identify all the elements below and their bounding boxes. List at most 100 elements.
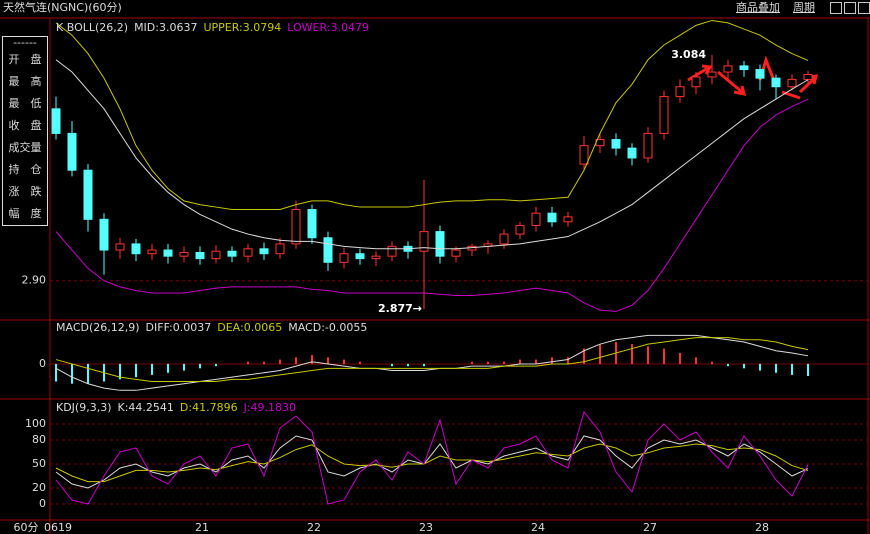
candle-body	[243, 248, 253, 257]
menu-item[interactable]: 商品叠加	[736, 1, 780, 14]
candle-body	[275, 243, 285, 255]
candle-body	[67, 132, 77, 171]
chart: 60分 2.90 3.084 2.877→ K BOLL(26,2) MID:3.063…	[0, 17, 870, 534]
window-button[interactable]	[844, 2, 856, 14]
candle-body	[643, 132, 653, 159]
candle-body	[387, 245, 397, 257]
legend-entry: LOWER:3.0479	[287, 21, 369, 34]
info-row: 幅 度	[8, 207, 42, 220]
series-line	[55, 19, 809, 211]
candle-body	[451, 249, 461, 257]
candle-body	[259, 248, 269, 255]
info-row: 持 仓	[8, 163, 42, 176]
info-row: 最 低	[8, 97, 42, 110]
candle-body	[531, 212, 541, 226]
x-tick-label: 24	[531, 521, 545, 534]
candle-body	[739, 65, 749, 71]
legend-entry: K BOLL(26,2)	[56, 21, 128, 34]
y-tick-label: 0	[39, 497, 46, 510]
x-tick-label: 23	[419, 521, 433, 534]
candle-body	[675, 86, 685, 98]
legend-entry: DEA:0.0065	[217, 321, 282, 334]
title-bar: 天然气连(NGNC)(60分)	[0, 0, 870, 16]
candle-body	[627, 147, 637, 159]
candle-body	[707, 71, 717, 78]
candle-body	[371, 255, 381, 260]
series-line	[55, 334, 809, 391]
candle-body	[659, 96, 669, 134]
info-row: 收 盘	[8, 119, 42, 132]
info-row: ------	[13, 36, 37, 49]
window-title: 天然气连(NGNC)(60分)	[3, 1, 122, 14]
candle-body	[339, 253, 349, 263]
candle-body	[211, 250, 221, 260]
candle-body	[755, 69, 765, 79]
legend-entry: K:44.2541	[118, 401, 174, 414]
candle-body	[115, 243, 125, 251]
legend-entry: DIFF:0.0037	[146, 321, 212, 334]
window-button[interactable]	[830, 2, 842, 14]
y-tick-label: 80	[32, 433, 46, 446]
candle-body	[611, 139, 621, 149]
legend-entry: MID:3.0637	[134, 21, 197, 34]
series-line	[55, 443, 809, 483]
y-tick-label: 0	[39, 357, 46, 370]
x-tick-label: 27	[643, 521, 657, 534]
candle-body	[787, 78, 797, 88]
candle-body	[723, 65, 733, 73]
candle-body	[195, 251, 205, 260]
candle-body	[771, 77, 781, 88]
candle-body	[51, 108, 61, 134]
period-label: 60分	[14, 521, 39, 534]
x-tick-label: 22	[307, 521, 321, 534]
series-line	[55, 337, 809, 383]
info-panel: ------ 开 盘最 高最 低收 盘成交量持 仓涨 跌幅 度	[2, 36, 48, 226]
candle-body	[419, 231, 429, 252]
candle-body	[291, 209, 301, 245]
legend-entry: MACD:-0.0055	[288, 321, 367, 334]
legend-entry: UPPER:3.0794	[203, 21, 281, 34]
y-tick-label: 100	[25, 417, 46, 430]
y-tick-label: 2.90	[22, 274, 47, 287]
x-tick-label: 28	[755, 521, 769, 534]
info-row: 开 盘	[8, 53, 42, 66]
panel-frame	[0, 17, 870, 534]
candle-body	[227, 250, 237, 257]
series-line	[55, 98, 809, 312]
series-line	[55, 435, 809, 489]
candle-body	[323, 237, 333, 263]
candle-body	[563, 216, 573, 223]
info-row: 涨 跌	[8, 185, 42, 198]
menu-item[interactable]: 周期	[793, 1, 815, 14]
info-row: 成交量	[8, 141, 42, 154]
legend-entry: J:49.1830	[243, 401, 296, 414]
candle-body	[83, 169, 93, 220]
candle-body	[803, 73, 813, 80]
candle-body	[163, 249, 173, 257]
series-line	[55, 410, 809, 505]
y-tick-label: 50	[32, 457, 46, 470]
x-tick-label: 0619	[44, 521, 72, 534]
candle-body	[179, 251, 189, 257]
window-button[interactable]	[858, 2, 870, 14]
candle-body	[435, 231, 445, 257]
candle-body	[547, 212, 557, 223]
arrow-drawing	[687, 55, 819, 100]
legend-entry: KDJ(9,3,3)	[56, 401, 112, 414]
candle-body	[579, 145, 589, 165]
candle-body	[147, 249, 157, 255]
annotation: 3.084	[671, 48, 706, 61]
candle-body	[515, 224, 525, 235]
candle-body	[99, 218, 109, 251]
legend-entry: D:41.7896	[180, 401, 238, 414]
candle-body	[355, 253, 365, 260]
series-line	[55, 59, 809, 250]
y-tick-label: 20	[32, 481, 46, 494]
info-row: 最 高	[8, 75, 42, 88]
candle-body	[499, 233, 509, 245]
candle-body	[691, 76, 701, 88]
legend-entry: MACD(26,12,9)	[56, 321, 140, 334]
annotation: 2.877→	[378, 302, 422, 315]
candle-body	[131, 243, 141, 255]
